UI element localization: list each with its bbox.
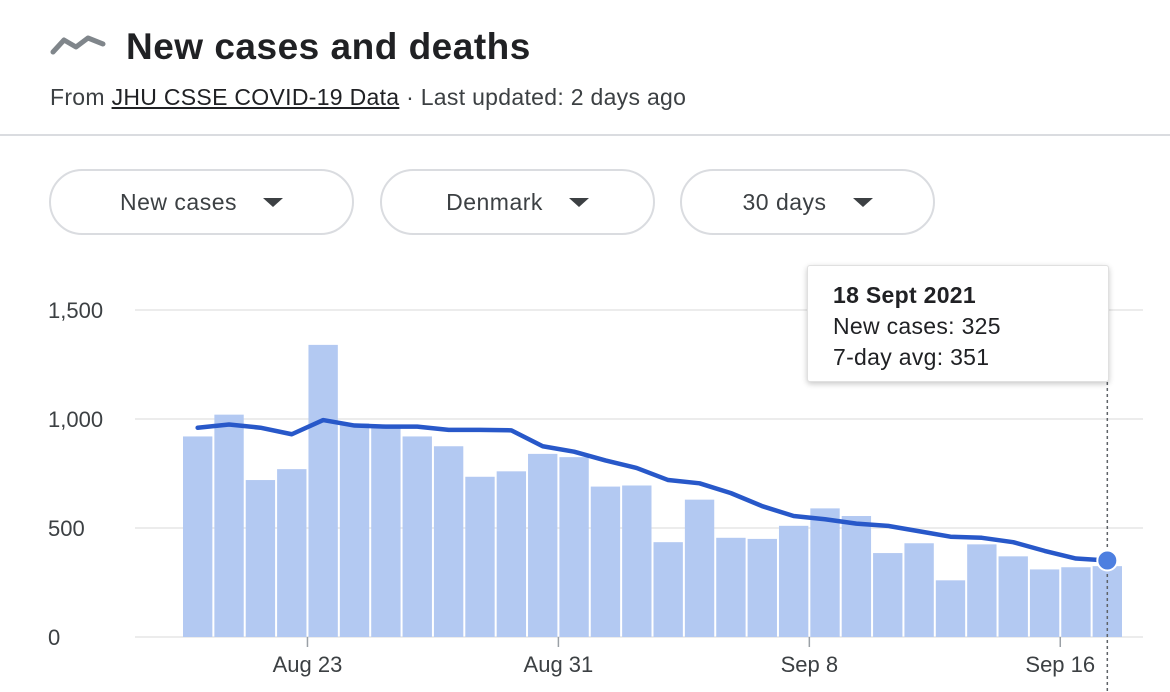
bar <box>371 427 401 637</box>
bar <box>967 544 997 637</box>
bar <box>810 508 840 637</box>
bar <box>433 446 464 637</box>
avg-line <box>195 417 1110 563</box>
y-tick-label: 1,000 <box>48 407 103 432</box>
metric-dropdown-label: New cases <box>120 188 237 215</box>
bar <box>339 423 370 637</box>
y-tick-label: 0 <box>48 625 60 650</box>
y-tick-label: 1,500 <box>48 298 103 323</box>
caret-down-icon <box>568 197 589 207</box>
bar <box>496 471 527 637</box>
bar <box>590 486 621 637</box>
bar <box>716 537 746 637</box>
x-tick-label: Aug 23 <box>273 652 343 677</box>
source-line: From JHU CSSE COVID-19 Data · Last updat… <box>50 84 686 111</box>
tooltip-date: 18 Sept 2021 <box>833 282 976 308</box>
bar <box>841 516 872 637</box>
bar <box>935 580 966 637</box>
tooltip-avg: 7-day avg: 351 <box>833 344 990 370</box>
caret-down-icon <box>262 197 283 207</box>
bar <box>622 485 652 637</box>
bar <box>873 553 903 637</box>
country-dropdown[interactable]: Denmark <box>380 169 655 235</box>
avg-highlight-point <box>1096 549 1119 572</box>
bar <box>904 543 934 637</box>
x-tick-label: Sep 16 <box>1025 652 1095 677</box>
bar <box>528 453 558 637</box>
source-link[interactable]: JHU CSSE COVID-19 Data <box>111 84 400 110</box>
bar <box>1029 569 1060 637</box>
bar <box>1092 566 1122 637</box>
chart-tooltip: 18 Sept 2021 New cases: 325 7-day avg: 3… <box>807 265 1109 382</box>
page-title: New cases and deaths <box>126 26 531 67</box>
x-tick-label: Aug 31 <box>524 652 594 677</box>
source-prefix: From <box>50 84 105 110</box>
bar <box>747 538 777 637</box>
range-dropdown[interactable]: 30 days <box>680 169 935 235</box>
bar <box>465 476 495 637</box>
tooltip-new-cases: New cases: 325 <box>833 313 1001 339</box>
bar <box>277 469 307 637</box>
bar <box>998 556 1028 637</box>
x-tick-label: Sep 8 <box>781 652 839 677</box>
bar <box>402 436 432 637</box>
bar <box>214 414 244 637</box>
card-header: New cases and deaths From JHU CSSE COVID… <box>0 0 1170 136</box>
bar <box>559 457 589 637</box>
bar <box>778 525 809 637</box>
country-dropdown-label: Denmark <box>446 188 543 215</box>
bar <box>245 480 276 637</box>
y-tick-label: 500 <box>48 516 85 541</box>
last-updated: · Last updated: 2 days ago <box>406 84 687 110</box>
trend-line-icon <box>50 35 106 55</box>
caret-down-icon <box>852 197 873 207</box>
bar <box>1061 567 1091 637</box>
bar <box>308 344 338 637</box>
metric-dropdown[interactable]: New cases <box>49 169 354 235</box>
range-dropdown-label: 30 days <box>742 188 827 215</box>
bar <box>653 542 683 637</box>
bar <box>183 436 213 637</box>
bar <box>684 499 715 637</box>
